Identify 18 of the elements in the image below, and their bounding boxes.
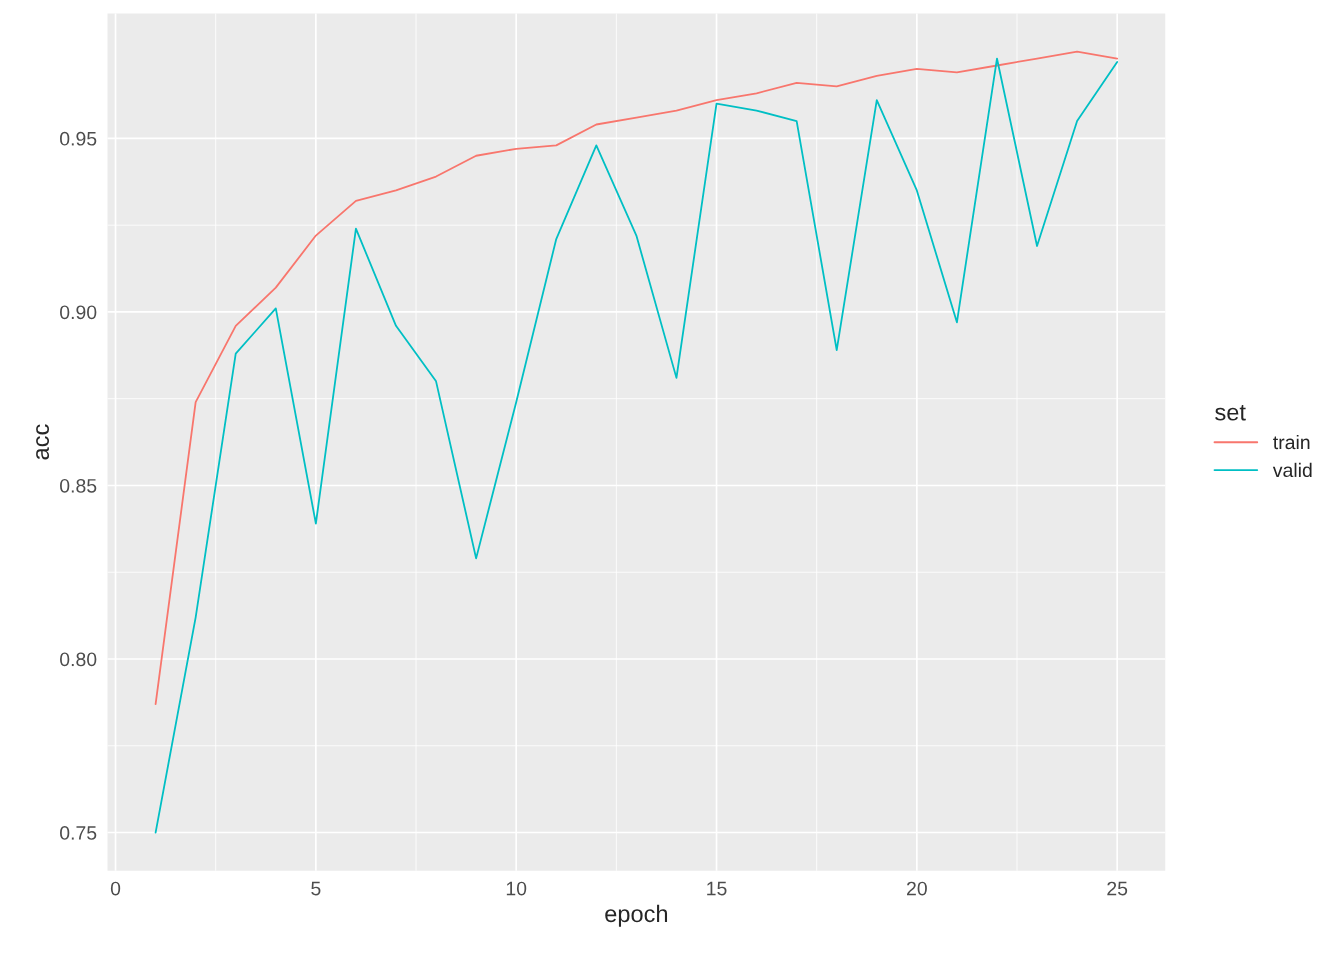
legend-label: valid — [1272, 462, 1312, 478]
legend-title: set — [1215, 405, 1246, 421]
x-tick-label: 10 — [506, 881, 527, 896]
line-series — [154, 57, 1119, 834]
y-tick-label: 0.75 — [60, 826, 97, 840]
y-tick-label: 0.90 — [60, 305, 97, 320]
x-tick-label: 25 — [1107, 881, 1128, 896]
y-axis-title: acc — [36, 424, 50, 460]
y-tick-label: 0.80 — [60, 652, 97, 667]
line-series — [154, 50, 1119, 706]
legend-label: train — [1273, 434, 1310, 450]
y-tick-label: 0.85 — [60, 478, 97, 493]
y-tick-label: 0.95 — [60, 131, 97, 146]
x-tick-label: 0 — [110, 881, 121, 896]
x-tick-label: 20 — [907, 881, 927, 896]
x-tick-label: 5 — [311, 881, 321, 896]
x-axis-title: epoch — [605, 904, 668, 927]
x-tick-label: 15 — [707, 881, 727, 896]
